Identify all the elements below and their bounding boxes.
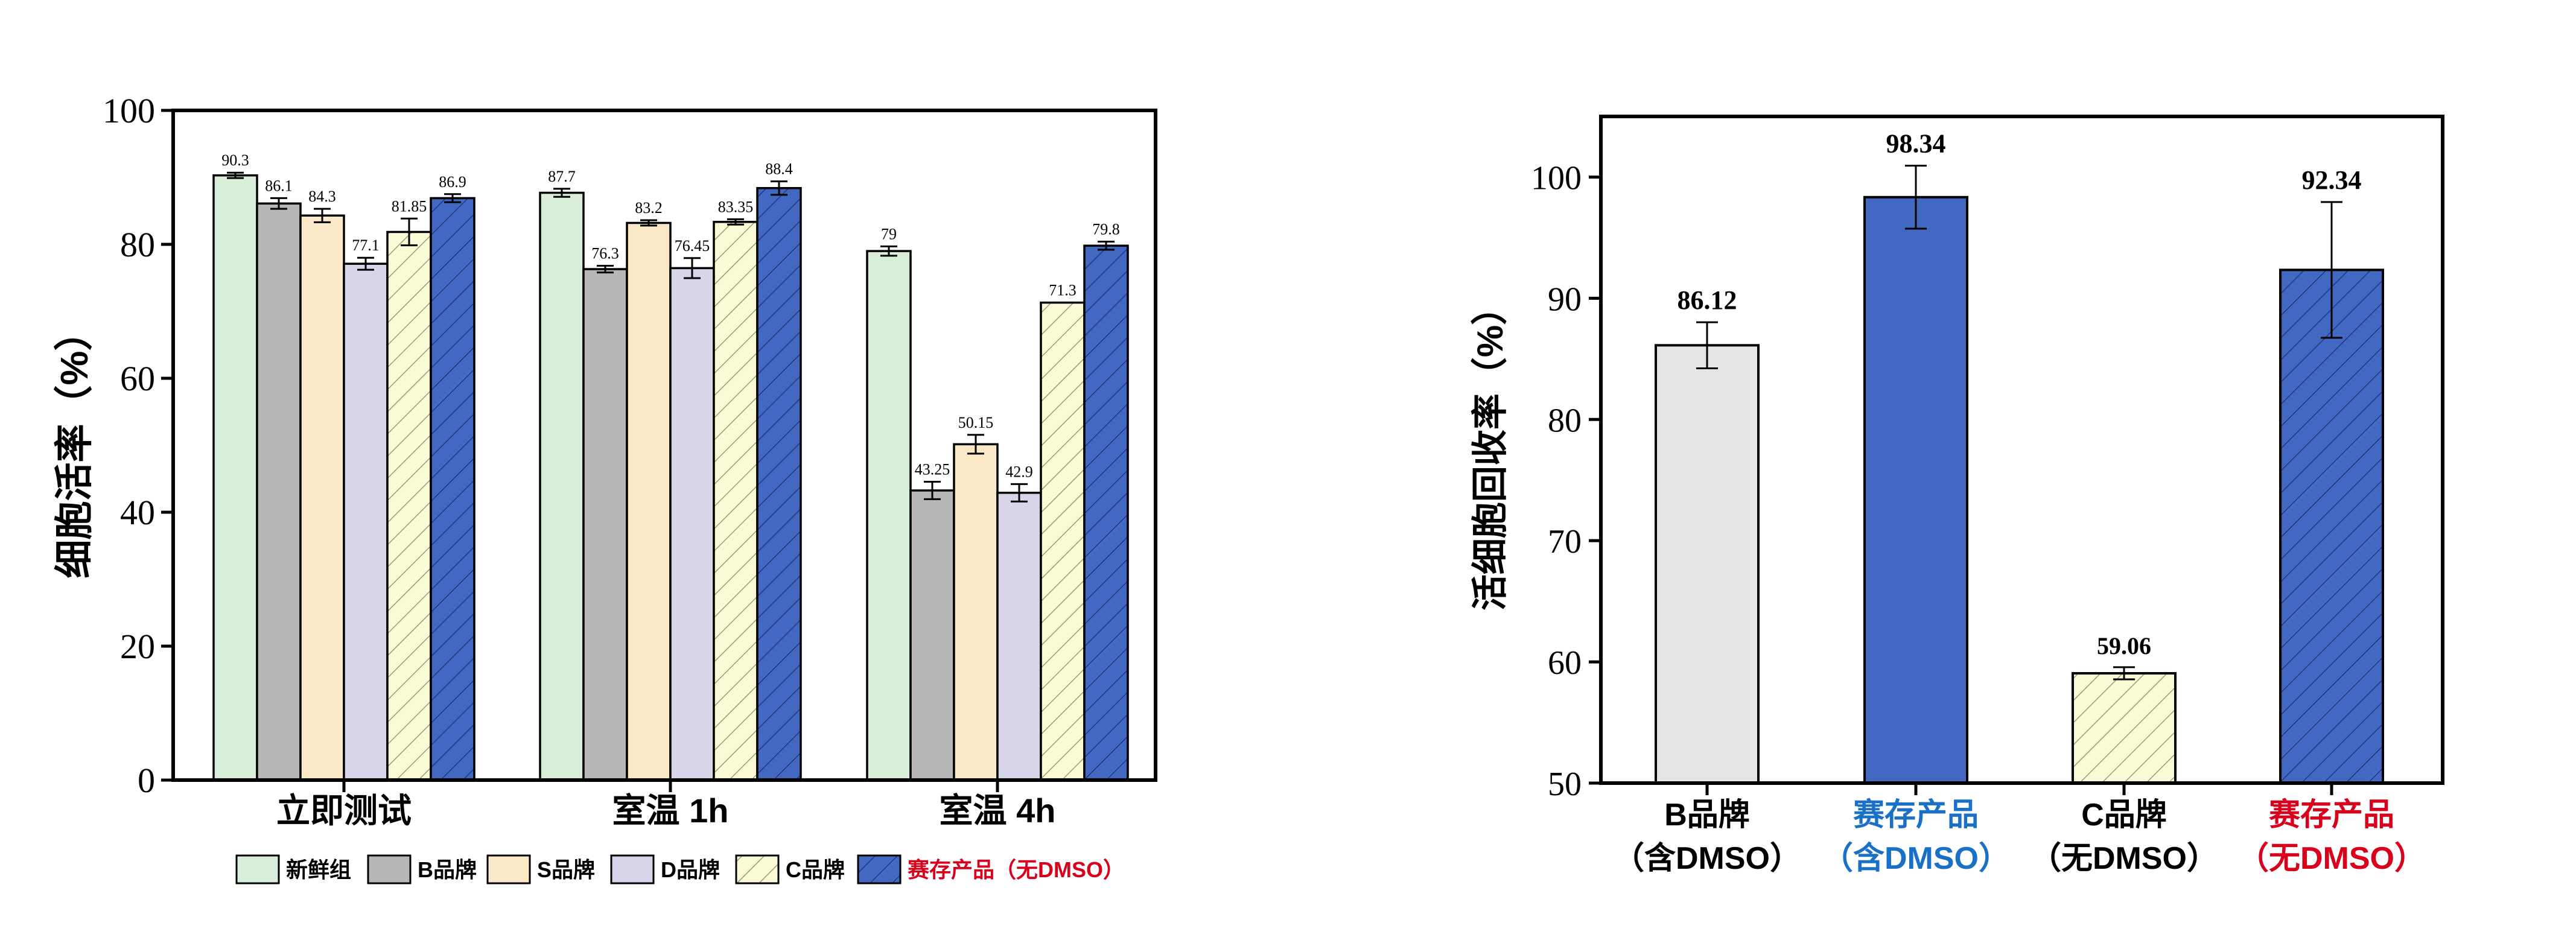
bar <box>299 214 345 781</box>
x-tick-label: （含DMSO） <box>1822 841 2010 876</box>
data-label: 76.3 <box>591 245 619 262</box>
legend-swatch <box>610 854 655 884</box>
chart2-bars: 86.12 98.34 59.06 92.34 <box>1655 129 2384 785</box>
chart2-y-axis: 50 60 70 80 90 100 <box>1531 159 1601 803</box>
y-tick-label: 60 <box>1548 644 1582 682</box>
bar <box>343 262 389 781</box>
data-label: 86.1 <box>265 177 293 194</box>
legend-swatch <box>367 854 412 884</box>
bar <box>996 492 1042 781</box>
legend-label: B品牌 <box>418 857 477 882</box>
y-tick-label: 100 <box>1531 159 1582 197</box>
legend-label: 新鲜组 <box>286 857 351 882</box>
data-label: 79.8 <box>1092 221 1120 238</box>
x-tick-label: 赛存产品 <box>2269 798 2394 833</box>
x-tick-label: B品牌 <box>1664 798 1750 833</box>
y-tick-label: 0 <box>138 761 155 800</box>
chart1-y-axis: 0 20 40 60 80 100 <box>103 91 173 800</box>
bar <box>1863 195 1968 784</box>
legend-swatch <box>235 854 280 884</box>
x-tick-label: C品牌 <box>2081 798 2167 833</box>
bar <box>953 443 999 781</box>
data-label: 98.34 <box>1886 129 1946 159</box>
data-label: 59.06 <box>2097 632 2151 659</box>
bar <box>1655 344 1760 784</box>
legend-swatch <box>486 854 531 884</box>
bar <box>626 221 672 781</box>
chart1-plot-frame <box>171 109 1157 782</box>
bar <box>2279 268 2384 785</box>
data-label: 90.3 <box>221 151 249 169</box>
data-label: 71.3 <box>1049 282 1077 299</box>
data-label: 86.12 <box>1678 285 1737 315</box>
y-tick-label: 80 <box>120 225 155 264</box>
bar <box>212 174 258 781</box>
x-tick-label: （含DMSO） <box>1613 841 1801 876</box>
bar <box>756 187 802 781</box>
bar <box>909 489 955 781</box>
data-label: 42.9 <box>1005 463 1033 480</box>
x-tick-label: 立即测试 <box>276 792 412 830</box>
y-tick-label: 50 <box>1548 766 1582 803</box>
legend-label: C品牌 <box>786 857 845 882</box>
legend-swatch <box>857 854 902 884</box>
bar <box>386 230 432 781</box>
x-tick-label: （无DMSO） <box>2030 841 2218 876</box>
data-label: 50.15 <box>958 414 994 431</box>
data-label: 87.7 <box>548 168 576 185</box>
bar <box>256 202 302 781</box>
x-tick-label: 赛存产品 <box>1853 798 1979 833</box>
data-label: 81.85 <box>392 197 427 215</box>
y-tick-label: 80 <box>1548 402 1582 439</box>
chart2-ylabel: 活细胞回收率（%） <box>1470 289 1510 611</box>
legend-label: D品牌 <box>661 857 720 882</box>
bar <box>1040 301 1086 781</box>
chart-live-cell-recovery: 活细胞回收率（%） 50 60 70 80 90 100 86.12 98.34 59.06 9… <box>1470 115 2444 876</box>
data-label: 88.4 <box>765 160 793 178</box>
data-label: 83.2 <box>635 199 663 217</box>
y-tick-label: 20 <box>120 627 155 666</box>
bar <box>430 197 475 781</box>
data-label: 86.9 <box>439 173 466 191</box>
bar <box>582 268 628 781</box>
x-tick-label: 室温 4h <box>940 792 1056 830</box>
legend-label: S品牌 <box>537 857 595 882</box>
bar <box>2072 671 2177 784</box>
y-tick-label: 40 <box>120 493 155 532</box>
y-tick-label: 90 <box>1548 281 1582 318</box>
bar <box>866 250 912 781</box>
chart1-ylabel: 细胞活率（%） <box>52 313 96 579</box>
data-label: 83.35 <box>718 198 754 215</box>
x-tick-label: （无DMSO） <box>2237 841 2426 876</box>
chart1-x-axis: 立即测试 室温 1h 室温 4h <box>276 780 1055 830</box>
data-label: 43.25 <box>915 460 950 478</box>
data-label: 76.45 <box>675 237 710 255</box>
bar <box>539 191 585 781</box>
chart2-x-axis: B品牌 （含DMSO） 赛存产品 （含DMSO） C品牌 （无DMSO） 赛存产品 （无DMS… <box>1613 783 2426 876</box>
chart-cell-viability: 细胞活率（%） 0 20 40 60 80 100 90.3 86.1 84.3 77.1 81.… <box>52 91 1157 884</box>
data-label: 77.1 <box>352 237 380 254</box>
y-tick-label: 60 <box>120 359 155 398</box>
legend-swatch <box>735 854 780 884</box>
chart1-bars: 90.3 86.1 84.3 77.1 81.85 86.9 87.7 76.3 83.2 76.… <box>212 151 1129 781</box>
bar <box>1083 244 1129 781</box>
chart2-plot-frame <box>1599 115 2444 785</box>
data-label: 84.3 <box>308 188 336 205</box>
y-tick-label: 100 <box>103 91 155 130</box>
bar <box>713 221 758 781</box>
chart1-legend: 新鲜组 B品牌 S品牌 D品牌 C品牌 赛存产品（无DMSO） <box>235 854 1125 884</box>
data-label: 92.34 <box>2302 165 2362 195</box>
data-label: 79 <box>881 225 897 243</box>
bar <box>669 267 715 781</box>
y-tick-label: 70 <box>1548 523 1582 560</box>
x-tick-label: 室温 1h <box>612 792 729 830</box>
legend-label: 赛存产品（无DMSO） <box>908 857 1125 882</box>
